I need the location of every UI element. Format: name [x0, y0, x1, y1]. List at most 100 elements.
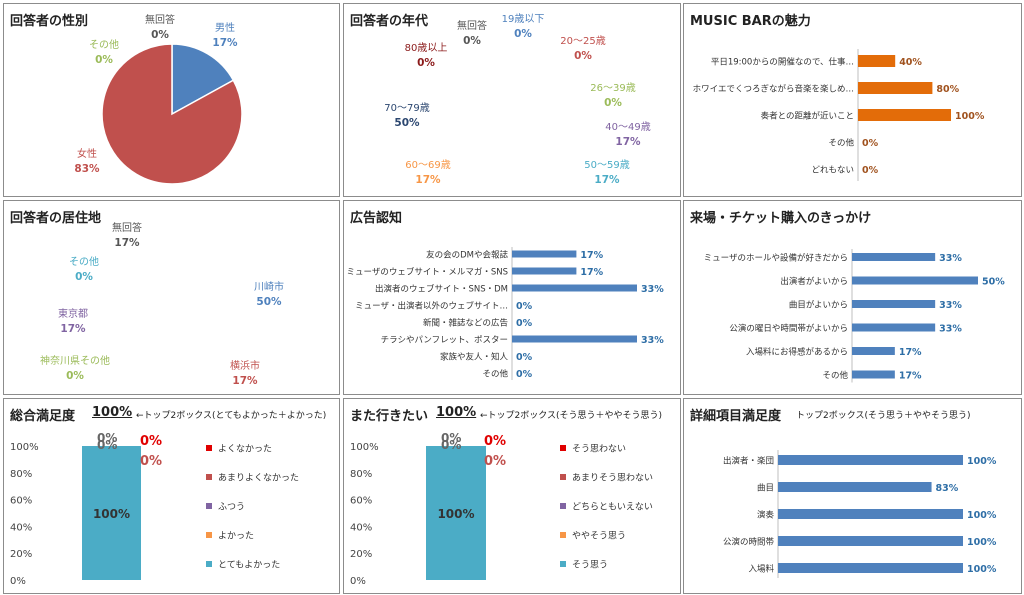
slice-value: 0%	[66, 370, 84, 382]
bar-value: 0%	[516, 369, 533, 380]
legend-label: そう思わない	[572, 444, 626, 455]
bar-category: その他	[482, 369, 508, 380]
gender-pie-chart: 男性 17% 女性 83% その他 0% 無回答 0%	[74, 13, 243, 185]
slice-value: 0%	[514, 28, 532, 40]
bar-value: 17%	[899, 371, 922, 382]
slice-value: 17%	[60, 323, 86, 335]
slice-label: 無回答	[112, 221, 142, 234]
stacked-bar-segment	[82, 446, 141, 580]
ad-bar-chart: 友の会のDMや会報誌 17% ミューザのウェブサイト・メルマガ・SNS 17% 出演者の…	[347, 247, 664, 380]
trigger-panel: 来場・チケット購入のきっかけ ミューザのホールや設備が好きだから 33% 出演者がよ…	[683, 200, 1022, 395]
bar-value: 0%	[516, 318, 533, 329]
legend-swatch	[560, 532, 566, 538]
bar-category: 公演の曜日や時間帯がよいから	[729, 323, 848, 334]
bar	[852, 253, 936, 261]
bar-value: 100%	[967, 456, 997, 467]
overall-top2-note: ←トップ2ボックス(とてもよかった＋よかった)	[136, 411, 327, 421]
slice-label: 60～69歳	[405, 159, 450, 171]
gender-title: 回答者の性別	[10, 14, 89, 29]
y-tick-label: 80%	[10, 469, 32, 480]
legend-label: そう思う	[572, 560, 608, 571]
bar-value: 17%	[899, 347, 922, 358]
bar	[852, 347, 895, 355]
bar-category: 新聞・雑誌などの広告	[423, 318, 508, 329]
bar-category: その他	[822, 370, 848, 381]
gender-panel: 回答者の性別 男性 17% 女性 83% その他 0% 無回答 0%	[3, 3, 340, 197]
stacked-bar-segment	[426, 446, 486, 580]
bar-value: 0%	[516, 352, 533, 363]
bar-value: 100%	[967, 537, 997, 548]
slice-label: 70～79歳	[384, 102, 429, 114]
y-tick-label: 0%	[350, 576, 366, 587]
bar-value: 40%	[899, 57, 922, 68]
bar-value: 100%	[955, 111, 985, 122]
legend-swatch	[206, 474, 212, 480]
y-tick-label: 40%	[350, 522, 372, 533]
y-tick-label: 20%	[10, 549, 32, 560]
bar-category: ミューザのホールや設備が好きだから	[704, 253, 848, 264]
slice-label: 横浜市	[230, 359, 260, 372]
again-title: また行きたい	[350, 409, 429, 424]
bar	[512, 267, 577, 275]
slice-value: 17%	[114, 237, 140, 249]
bar-value: 80%	[936, 84, 959, 95]
legend-swatch	[560, 474, 566, 480]
y-tick-label: 60%	[10, 496, 32, 507]
slice-label: その他	[69, 255, 99, 268]
residence-title: 回答者の居住地	[10, 211, 102, 226]
overall-top2-value: 100%	[92, 405, 133, 420]
slice-label: 無回答	[145, 13, 175, 26]
again-panel: また行きたい 100% ←トップ2ボックス(そう思う＋ややそう思う) 0% 20%…	[343, 398, 681, 594]
legend-label: とてもよかった	[218, 560, 280, 571]
slice-value: 17%	[232, 375, 258, 387]
data-label-zero: 0%	[441, 438, 461, 452]
legend-label: あまりよくなかった	[218, 473, 299, 484]
age-pie-chart: 19歳以下 0% 20～25歳 0% 26～39歳 0% 40～49歳 17% 50～59歳 17…	[384, 13, 650, 186]
slice-label: その他	[89, 38, 119, 51]
bar	[852, 300, 936, 308]
bar	[858, 55, 896, 67]
bar-category: 公演の時間帯	[723, 537, 775, 548]
bar-category: 入場料	[748, 564, 774, 575]
residence-pie-chart: 川崎市 50% 横浜市 17% 神奈川県その他 0% 東京都 17% その他 0% 無回答 17%	[40, 221, 284, 387]
slice-value: 17%	[615, 136, 641, 148]
again-top2-value: 100%	[436, 405, 477, 420]
bar-category: 出演者がよいから	[780, 276, 848, 287]
detail-title: 詳細項目満足度	[690, 409, 782, 424]
bar-value: 33%	[939, 300, 962, 311]
slice-value: 0%	[95, 54, 113, 66]
slice-label: 女性	[77, 147, 97, 160]
bar-value: 33%	[939, 253, 962, 264]
data-label-main: 100%	[437, 507, 474, 521]
bar	[852, 276, 978, 285]
bar-category: ミューザ・出演者以外のウェブサイト…	[355, 301, 508, 312]
legend-swatch	[560, 561, 566, 567]
overall-panel: 総合満足度 100% ←トップ2ボックス(とてもよかった＋よかった) 0% 20%…	[3, 398, 340, 594]
y-tick-label: 60%	[350, 496, 372, 507]
bar	[852, 370, 895, 379]
bar-value: 33%	[641, 335, 664, 346]
bar-value: 17%	[580, 267, 603, 278]
legend-label: ふつう	[218, 502, 245, 513]
bar	[778, 509, 963, 519]
residence-panel: 回答者の居住地 川崎市 50% 横浜市 17% 神奈川県その他 0% 東京都 17% その他 0%…	[3, 200, 340, 395]
slice-label: 20～25歳	[560, 35, 605, 47]
bar-category: 出演者のウェブサイト・SNS・DM	[375, 284, 508, 295]
bar-value: 33%	[641, 284, 664, 295]
bar-category: 曲目	[757, 483, 774, 494]
legend-label: あまりそう思わない	[572, 473, 653, 484]
slice-value: 0%	[417, 57, 435, 69]
legend-label: よかった	[218, 531, 254, 542]
bar	[858, 109, 951, 121]
legend-swatch	[206, 532, 212, 538]
overall-title: 総合満足度	[10, 409, 76, 424]
slice-value: 83%	[74, 163, 100, 175]
detail-panel: 詳細項目満足度 トップ2ボックス(そう思う＋ややそう思う) 出演者・楽団 100%…	[683, 398, 1022, 594]
data-label-zero-red: 0%	[484, 434, 506, 449]
legend-swatch	[560, 503, 566, 509]
slice-label: 神奈川県その他	[40, 354, 110, 367]
bar-category: 入場料にお得感があるから	[746, 347, 848, 358]
slice-value: 17%	[212, 37, 238, 49]
overall-stacked-chart: 0%20%40%60%80%100%100%0%0% 0%0%よくなかったあまりよ…	[10, 431, 299, 587]
slice-value: 0%	[604, 97, 622, 109]
